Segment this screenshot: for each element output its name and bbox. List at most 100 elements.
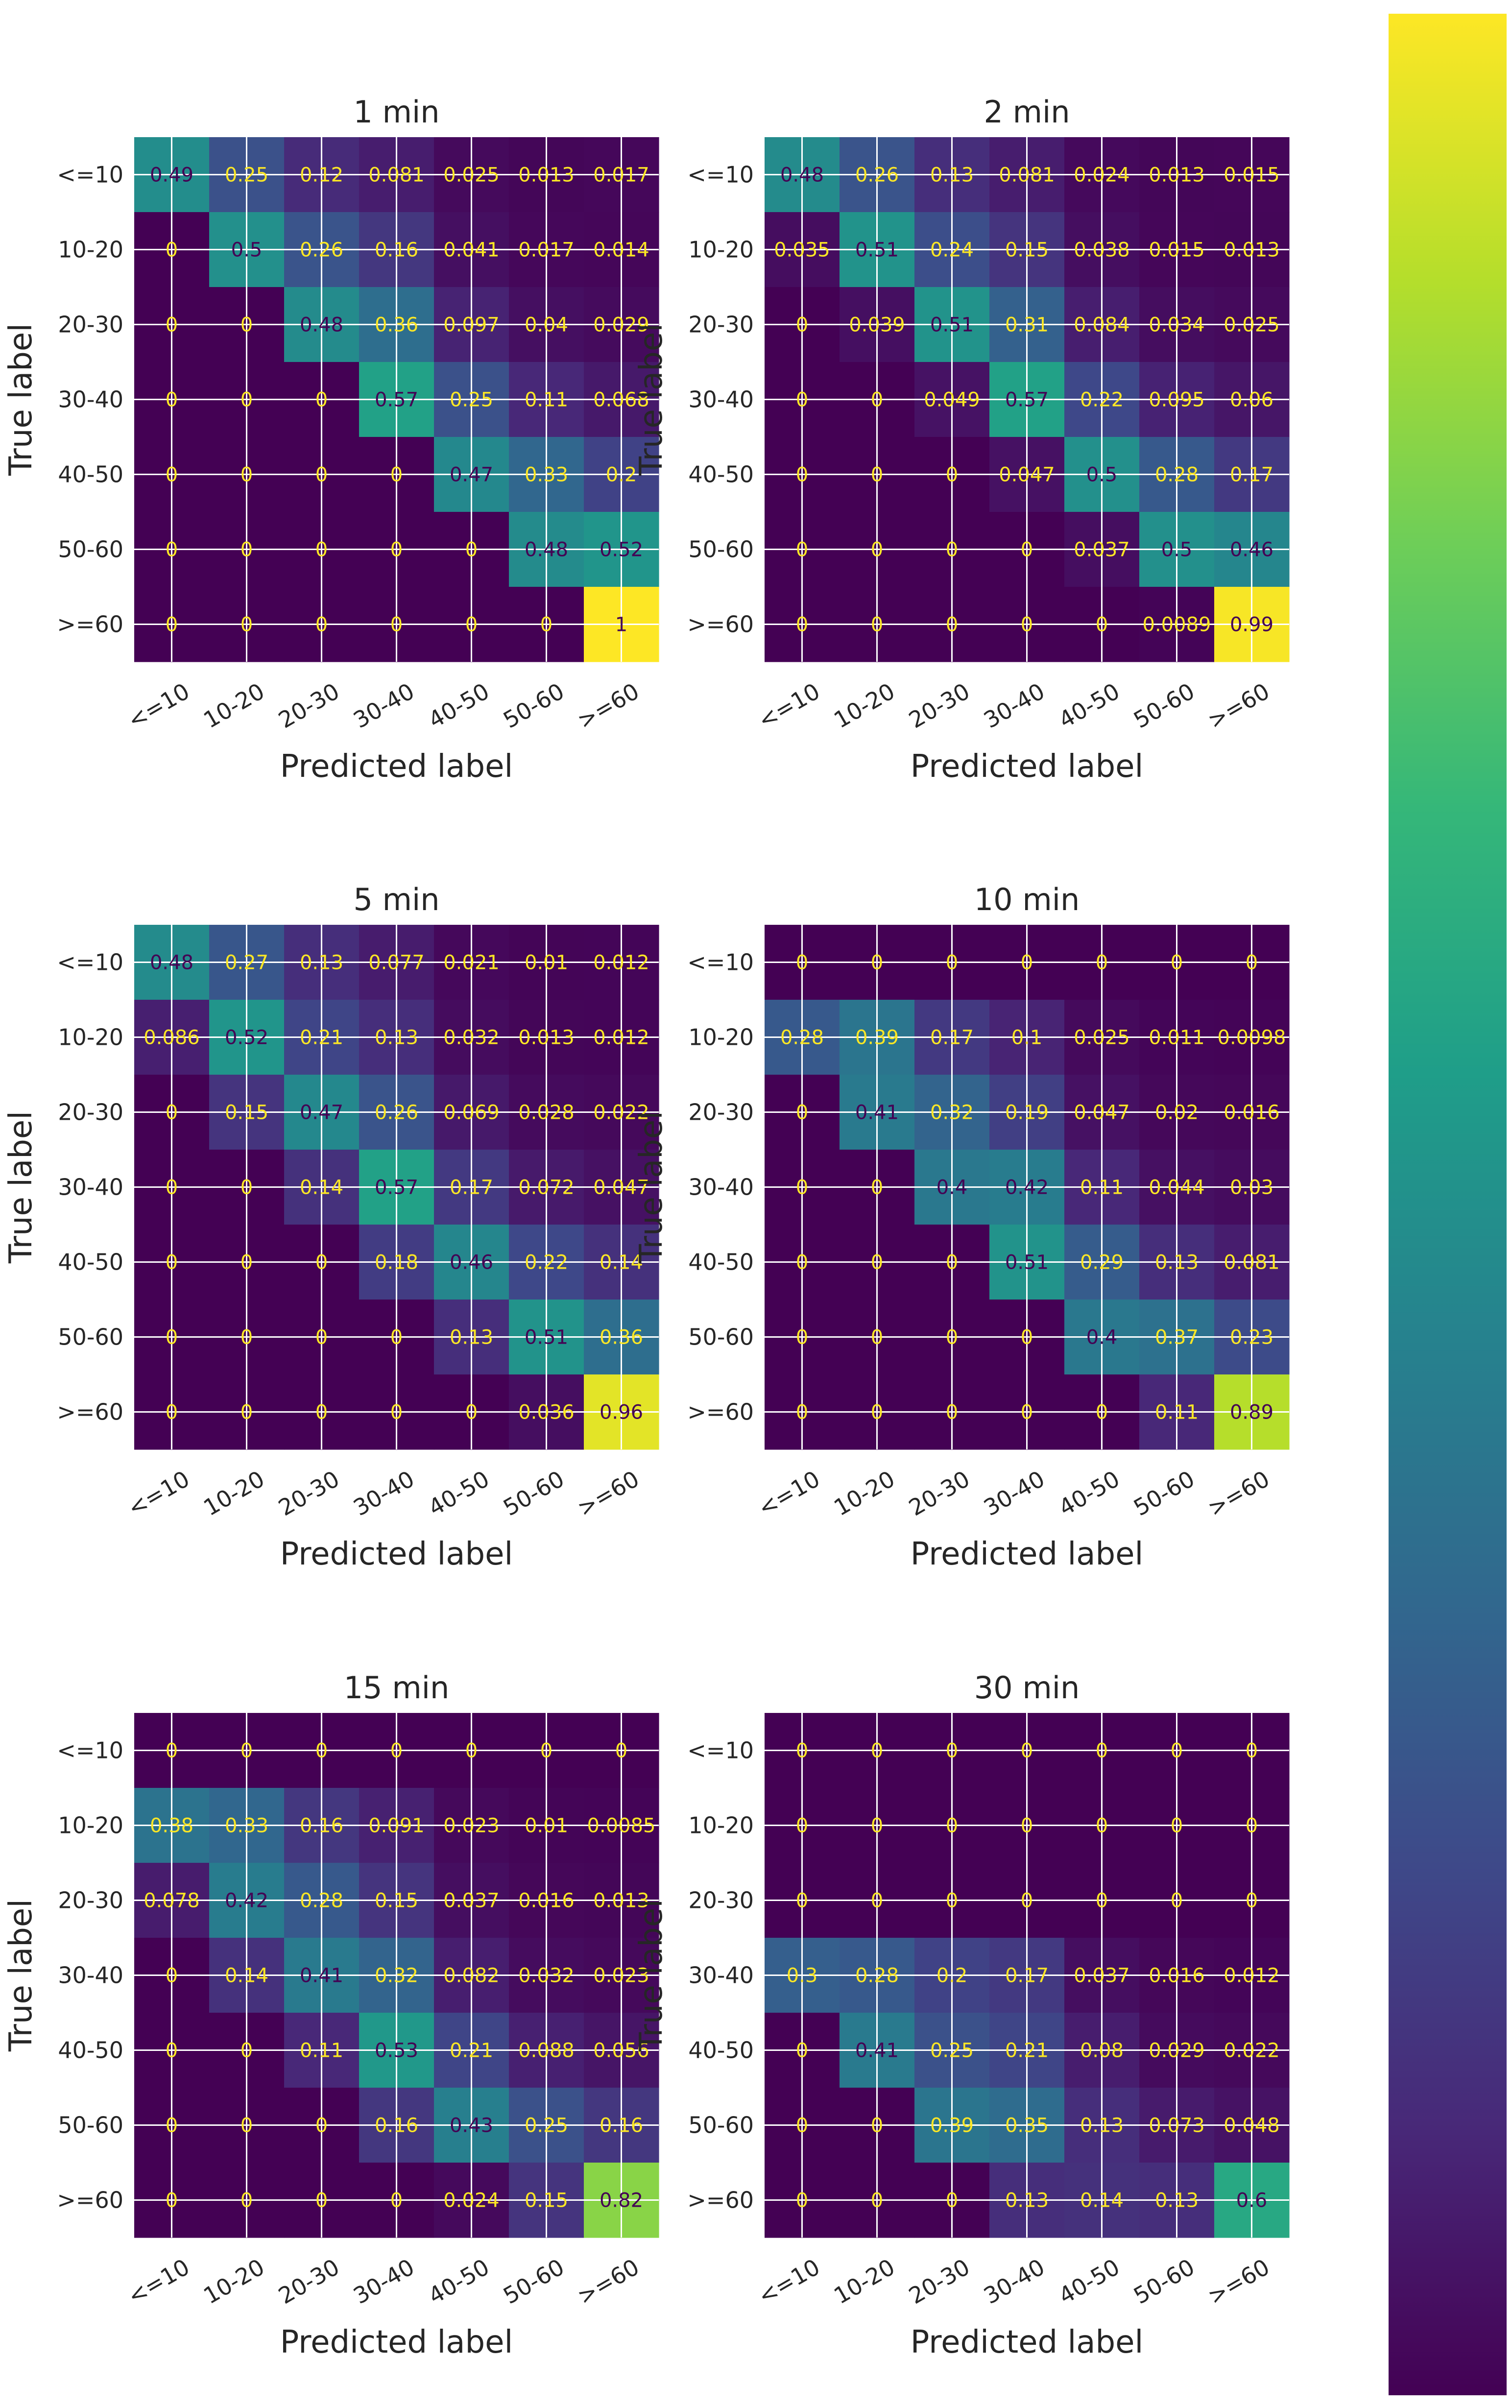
y-axis-label: True label (633, 1111, 670, 1264)
cell-value-label: 0.42 (225, 1890, 268, 1912)
cell-value-label: 0.12 (300, 164, 343, 187)
cell-value-label: 0.014 (593, 239, 649, 262)
cell-value-label: 0 (315, 614, 328, 636)
cell-value-label: 0.96 (600, 1401, 643, 1424)
cell-value-label: 0 (465, 614, 478, 636)
cell-value-label: 0 (796, 1401, 808, 1424)
cell-value-label: 0.082 (443, 1965, 500, 1987)
y-tick-label: 10-20 (688, 1024, 754, 1051)
cell-value-label: 0.52 (600, 539, 643, 561)
y-tick-label: 50-60 (688, 536, 754, 563)
cell-value-label: 0 (796, 952, 808, 974)
cell-value-label: 0 (1171, 1740, 1183, 1762)
cell-value-label: 0.13 (375, 1027, 418, 1049)
cell-value-label: 0.46 (450, 1252, 493, 1274)
x-tick-label: 50-60 (499, 1466, 569, 1521)
cell-value-label: 0 (796, 2040, 808, 2062)
cell-value-label: 0.51 (1005, 1252, 1049, 1274)
cell-value-label: 0.48 (525, 539, 568, 561)
cell-value-label: 0 (796, 389, 808, 411)
cell-value-label: 0 (946, 952, 958, 974)
cell-value-label: 0 (1171, 1890, 1183, 1912)
cell-value-label: 0 (615, 1740, 627, 1762)
cell-value-label: 0 (390, 1740, 403, 1762)
cell-value-label: 0.27 (225, 952, 268, 974)
cell-value-label: 0 (166, 1326, 178, 1349)
cell-value-label: 0 (871, 464, 883, 486)
cell-value-label: 0.022 (1224, 2040, 1280, 2062)
cell-value-label: 0 (1021, 539, 1033, 561)
cell-value-label: 0.37 (1155, 1326, 1199, 1349)
cell-value-label: 0 (315, 1252, 328, 1274)
cell-value-label: 0 (465, 1740, 478, 1762)
cell-value-label: 0.06 (1230, 389, 1273, 411)
cell-value-label: 0.037 (1074, 539, 1130, 561)
x-axis-label: Predicted label (911, 748, 1144, 785)
cell-value-label: 0.024 (443, 2190, 500, 2212)
cell-value-label: 0.39 (930, 2115, 974, 2137)
cell-value-label: 0 (946, 1326, 958, 1349)
y-tick-label: 30-40 (688, 1962, 754, 1989)
y-tick-label: >=60 (57, 2187, 123, 2214)
x-tick-label: 20-30 (274, 2254, 344, 2310)
panel-title: 10 min (974, 882, 1080, 917)
cell-value-label: 0.2 (936, 1965, 968, 1987)
x-tick-label: 40-50 (1054, 1466, 1124, 1521)
y-tick-label: >=60 (687, 1399, 754, 1425)
panel-title: 30 min (974, 1670, 1080, 1706)
cell-value-label: 0.13 (930, 164, 974, 187)
cell-value-label: 0.5 (231, 239, 263, 262)
x-tick-label: >=60 (1203, 1466, 1274, 1522)
cell-value-label: 0 (1096, 1890, 1108, 1912)
x-tick-label: <=10 (754, 1466, 824, 1522)
cell-value-label: 0.26 (375, 1102, 418, 1124)
cell-value-label: 0 (871, 2115, 883, 2137)
cell-value-label: 0.072 (518, 1177, 575, 1199)
cell-value-label: 0 (1021, 1740, 1033, 1762)
cell-value-label: 0 (166, 2190, 178, 2212)
cell-value-label: 0.016 (1224, 1102, 1280, 1124)
cell-value-label: 0 (240, 1740, 253, 1762)
cell-value-label: 0.32 (930, 1102, 974, 1124)
cell-value-label: 0.073 (1149, 2115, 1205, 2137)
cell-value-label: 0 (315, 1740, 328, 1762)
cell-value-label: 0 (315, 1401, 328, 1424)
panel-title: 15 min (344, 1670, 450, 1706)
cell-value-label: 0.1 (1011, 1027, 1043, 1049)
cell-value-label: 0.013 (518, 164, 575, 187)
cell-value-label: 0.029 (1149, 2040, 1205, 2062)
cell-value-label: 0 (240, 1401, 253, 1424)
cell-value-label: 0.015 (1149, 239, 1205, 262)
cell-value-label: 0.084 (1074, 314, 1130, 337)
cell-value-label: 0 (240, 2115, 253, 2137)
y-tick-label: 30-40 (58, 386, 123, 413)
cell-value-label: 0.14 (600, 1252, 643, 1274)
heatmap-panel: 30 min 0 0 0 0 0 0 0 0 0 0 0 0 0 0 0 0 0 0 0 0 0 0.3 0.28 0.2 0.1… (633, 1670, 1290, 2360)
cell-value-label: 0.023 (593, 1965, 649, 1987)
y-tick-label: 40-50 (688, 461, 754, 488)
x-tick-label: >=60 (573, 1466, 644, 1522)
cell-value-label: 0 (871, 2190, 883, 2212)
cell-value-label: 0.41 (300, 1965, 343, 1987)
cell-value-label: 0 (1096, 614, 1108, 636)
y-tick-label: 40-50 (688, 2037, 754, 2064)
x-tick-label: >=60 (573, 678, 644, 734)
cell-value-label: 0.013 (593, 1890, 649, 1912)
cell-value-label: 0 (315, 539, 328, 561)
cell-value-label: 0.047 (999, 464, 1055, 486)
cell-value-label: 0.14 (225, 1965, 268, 1987)
x-tick-label: 40-50 (424, 1466, 494, 1521)
cell-value-label: 0.013 (1224, 239, 1280, 262)
cell-value-label: 0 (871, 389, 883, 411)
cell-value-label: 0.013 (1149, 164, 1205, 187)
cell-value-label: 0 (390, 464, 403, 486)
cell-value-label: 0.047 (593, 1177, 649, 1199)
cell-value-label: 0 (240, 2040, 253, 2062)
cell-value-label: 0.38 (150, 1815, 193, 1837)
cell-value-label: 0.48 (150, 952, 193, 974)
cell-value-label: 0 (871, 1252, 883, 1274)
cell-value-label: 0 (166, 464, 178, 486)
cell-value-label: 0.11 (1080, 1177, 1124, 1199)
cell-value-label: 0.57 (375, 1177, 418, 1199)
cell-value-label: 0 (166, 1401, 178, 1424)
